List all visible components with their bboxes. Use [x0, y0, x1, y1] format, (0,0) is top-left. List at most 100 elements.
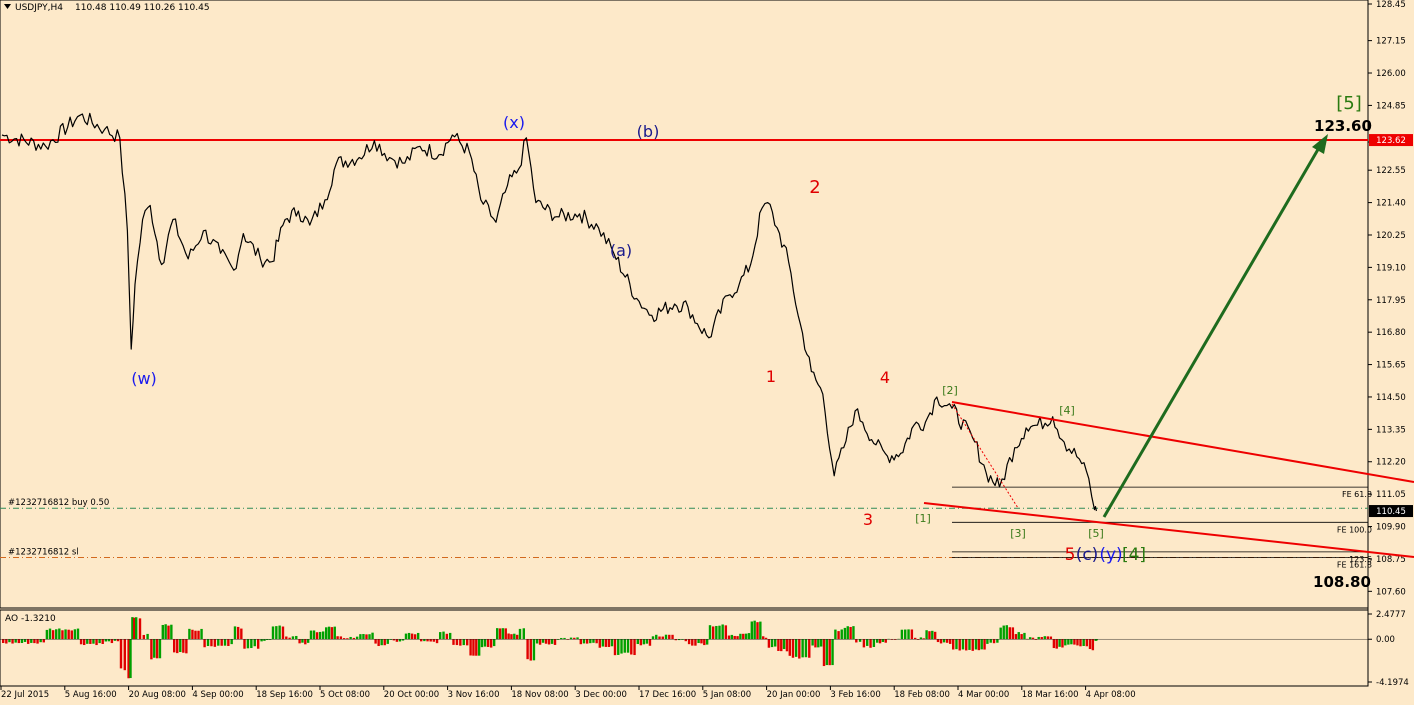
ao-bar [1037, 636, 1040, 640]
ao-bar [179, 639, 182, 653]
ao-bar [452, 639, 455, 645]
ao-bar [389, 639, 392, 640]
ao-bar [529, 639, 532, 661]
main-plot-frame [0, 0, 1369, 609]
ao-bar [708, 625, 712, 640]
ao-bar [828, 639, 831, 666]
ao-bar [295, 635, 298, 640]
ao-bar [648, 639, 652, 646]
ao-bar [413, 634, 417, 640]
ao-bar [687, 639, 691, 645]
ao-bar [849, 626, 852, 640]
ao-bar [573, 637, 576, 640]
ao-bar [724, 625, 728, 640]
ao-bar [777, 639, 780, 651]
ao-bar [811, 639, 814, 646]
stop-loss-label: #1232716812 sl [8, 548, 79, 558]
ao-bar [233, 626, 237, 640]
ao-bar [342, 638, 346, 640]
ao-bar [556, 639, 560, 640]
ao-bar [604, 639, 608, 647]
wave-label-minor-2: [2] [942, 384, 958, 397]
ao-bar [349, 636, 352, 640]
ao-bar [742, 633, 745, 640]
ao-bar [727, 635, 731, 640]
ao-bar [101, 639, 104, 645]
ao-bar [965, 639, 968, 651]
key-level-price-label: 123.62 [1376, 136, 1406, 146]
ao-bar [884, 639, 887, 643]
ao-bar [890, 639, 894, 640]
ao-bar [819, 639, 823, 647]
ao-bar [753, 620, 756, 640]
price-series [1, 112, 1097, 512]
ao-bar [268, 639, 272, 640]
ao-bar [808, 639, 811, 658]
price-tick-label: 112.20 [1376, 458, 1406, 468]
ao-bar [392, 639, 396, 641]
ao-bar [878, 639, 882, 644]
ao-bar [489, 639, 493, 648]
ao-bar [914, 637, 917, 640]
ao-bar [271, 626, 275, 640]
ao-bar [904, 629, 907, 640]
ao-bar [55, 629, 58, 640]
ao-bar [658, 636, 661, 640]
ao-bar [483, 639, 487, 647]
ao-bar [39, 639, 42, 643]
ao-bar [1073, 639, 1076, 645]
ao-bar [958, 639, 961, 651]
ao-bar [585, 639, 589, 644]
ao-bar [504, 628, 507, 640]
ao-bar [480, 639, 484, 648]
time-tick-label: 4 Sep 00:00 [192, 690, 243, 700]
ao-bar [513, 633, 516, 640]
ao-bar [852, 626, 855, 640]
time-tick-label: 18 Nov 08:00 [511, 690, 568, 700]
ao-bar [691, 639, 694, 646]
target-wave-label: [5] [1336, 93, 1362, 114]
ao-bar [129, 639, 132, 679]
ao-bar [703, 639, 706, 646]
ao-bar [58, 628, 61, 640]
ao-bar [788, 639, 791, 656]
ao-bar [971, 639, 974, 651]
ao-bar [801, 639, 804, 658]
ao-bar [747, 633, 751, 640]
ao-bar [560, 637, 563, 640]
ao-bar [498, 628, 502, 640]
target-arrow-head-icon [1312, 134, 1328, 154]
ao-bar [325, 627, 328, 640]
fibonacci-expansion[interactable]: FE 61.8 FE 100.0 123.6FE 161.8 [952, 486, 1372, 570]
ao-bar [936, 639, 940, 643]
target-arrow-line[interactable] [1102, 145, 1322, 518]
ao-bar [589, 639, 592, 644]
ao-bar [518, 628, 522, 640]
channel-upper-line[interactable] [951, 401, 1414, 483]
ao-bar [213, 639, 217, 647]
ao-bar [601, 639, 605, 647]
wave-label-4: 4 [880, 368, 890, 387]
ao-bar [321, 631, 325, 640]
ao-bar [1005, 625, 1008, 640]
ao-bar [227, 639, 230, 646]
ao-bar [1031, 637, 1035, 640]
ao-bar [401, 639, 405, 641]
ao-bar [642, 639, 646, 645]
ao-bar [435, 639, 439, 644]
time-tick-label: 4 Apr 08:00 [1086, 690, 1136, 700]
wave-label-minor-1: [1] [915, 512, 931, 525]
dropdown-triangle-icon[interactable] [4, 4, 11, 9]
ao-bar [822, 639, 826, 667]
ao-bar [526, 639, 529, 660]
ao-bar [955, 639, 958, 650]
ao-bar [582, 639, 586, 644]
ao-bar [968, 639, 971, 650]
channel-lower-line[interactable] [923, 502, 1414, 558]
ao-bar [371, 632, 374, 640]
ao-bar [89, 639, 92, 644]
ao-bar [442, 631, 445, 640]
ao-bar [553, 639, 557, 645]
ao-bar [26, 639, 30, 644]
